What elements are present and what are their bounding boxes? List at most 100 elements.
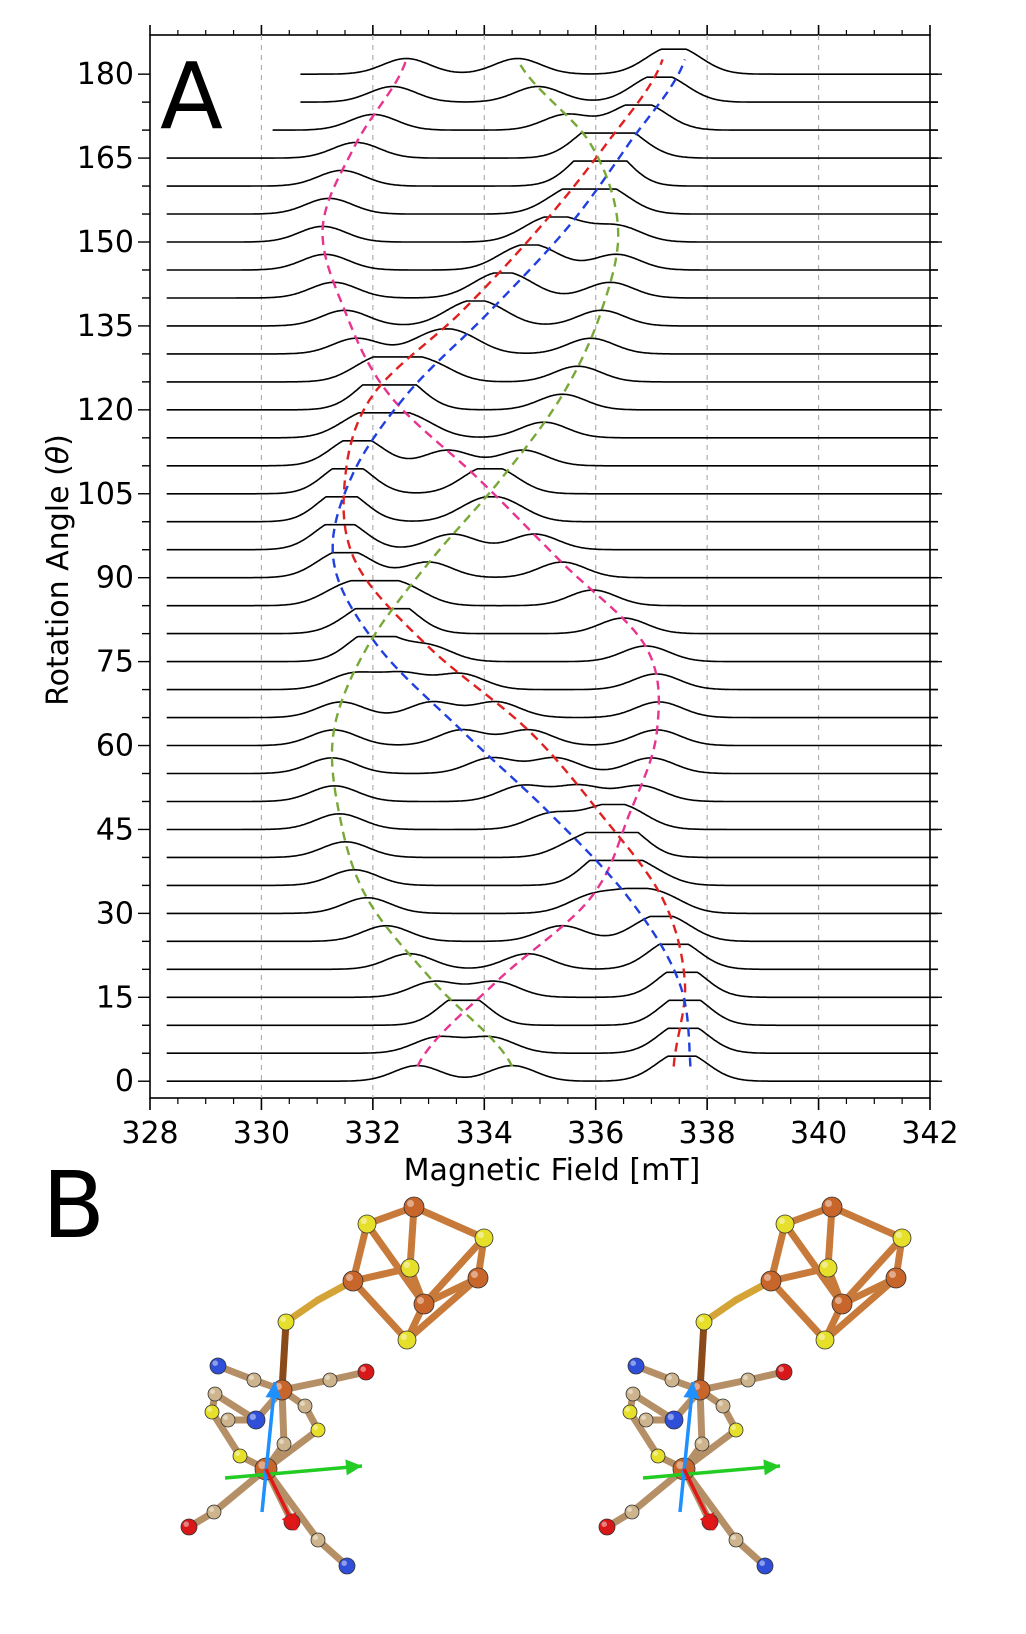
x-axis-label: Magnetic Field [mT] bbox=[404, 1153, 701, 1188]
guide-site-2 bbox=[342, 58, 687, 1067]
z-axis-arrow-head bbox=[265, 1382, 282, 1399]
nitrogen-atom bbox=[246, 1410, 266, 1430]
sulfur-atom-highlight bbox=[360, 1217, 367, 1224]
guide-site-3 bbox=[331, 58, 692, 1067]
sulfur-atom bbox=[622, 1404, 638, 1420]
bond bbox=[767, 1277, 829, 1344]
iron-atom bbox=[831, 1293, 853, 1315]
y-axis-label-text: Rotation Angle ( bbox=[41, 464, 76, 706]
sulfur-atom-highlight bbox=[400, 1333, 407, 1340]
nitrogen-atom bbox=[627, 1357, 645, 1375]
x-axis-arrow bbox=[642, 1464, 781, 1480]
x-axis-arrow bbox=[224, 1464, 363, 1480]
bond bbox=[680, 1465, 740, 1544]
y-axis-arrow-head bbox=[281, 1512, 297, 1530]
oxygen-atom bbox=[775, 1363, 793, 1381]
spectrum-trace-125 bbox=[166, 356, 938, 383]
carbon-atom-highlight bbox=[667, 1375, 672, 1381]
sulfur-atom-highlight bbox=[698, 1316, 704, 1322]
spectrum-trace-20 bbox=[166, 943, 938, 971]
carbon-atom-highlight bbox=[718, 1401, 723, 1407]
x-axis-arrow-head bbox=[763, 1459, 780, 1476]
nitrogen-atom-highlight bbox=[759, 1560, 765, 1566]
sulfur-atom-highlight bbox=[207, 1407, 212, 1413]
nitrogen-atom bbox=[664, 1410, 684, 1430]
sulfur-atom bbox=[357, 1214, 377, 1234]
bond bbox=[262, 1465, 322, 1544]
y-tick-label-165: 165 bbox=[77, 141, 134, 176]
carbon-atom bbox=[638, 1412, 654, 1428]
spectrum-trace-110 bbox=[166, 440, 938, 467]
x-tick-label-332: 332 bbox=[344, 1116, 401, 1151]
spectrum-trace-80 bbox=[166, 607, 938, 635]
panel-a-letter: A bbox=[160, 43, 223, 150]
iron-atom bbox=[821, 1196, 843, 1218]
spectrum-trace-150 bbox=[166, 216, 938, 243]
spectrum-trace-100 bbox=[166, 496, 938, 523]
y-tick-label-45: 45 bbox=[96, 812, 134, 847]
bond bbox=[828, 1203, 906, 1242]
plot-border bbox=[149, 34, 931, 1099]
iron-atom bbox=[413, 1293, 435, 1315]
nitrogen-atom-highlight bbox=[630, 1360, 636, 1366]
panel-b-letter: B bbox=[42, 1152, 105, 1259]
carbon-atom-highlight bbox=[223, 1415, 228, 1421]
sulfur-atom bbox=[400, 1258, 420, 1278]
y-tick-label-60: 60 bbox=[96, 729, 134, 764]
carbon-atom bbox=[715, 1398, 731, 1414]
sulfur-atom bbox=[310, 1422, 326, 1438]
oxygen-atom bbox=[357, 1363, 375, 1381]
x-tick-label-330: 330 bbox=[233, 1116, 290, 1151]
spectrum-trace-45 bbox=[166, 803, 938, 831]
spectrum-trace-120 bbox=[166, 384, 938, 411]
angular-dependence-guides bbox=[321, 58, 692, 1068]
iron-atom bbox=[467, 1267, 489, 1289]
spectrum-trace-95 bbox=[166, 523, 938, 551]
x-tick-label-328: 328 bbox=[121, 1116, 178, 1151]
y-tick-label-105: 105 bbox=[77, 477, 134, 512]
carbon-atom-highlight bbox=[313, 1535, 318, 1541]
spectrum-trace-55 bbox=[166, 756, 938, 775]
x-tick-label-338: 338 bbox=[679, 1116, 736, 1151]
y-tick-label-0: 0 bbox=[115, 1064, 134, 1099]
spectrum-trace-170 bbox=[272, 104, 938, 131]
carbon-atom bbox=[624, 1504, 640, 1520]
carbon-atom-highlight bbox=[627, 1507, 632, 1513]
sulfur-atom-highlight bbox=[477, 1231, 484, 1238]
carbon-atom bbox=[206, 1504, 222, 1520]
molecule-structure-right bbox=[598, 1196, 912, 1575]
carbon-atom-highlight bbox=[210, 1389, 215, 1395]
nitrogen-atom bbox=[756, 1557, 774, 1575]
nitrogen-atom-highlight bbox=[667, 1413, 674, 1420]
nitrogen-atom bbox=[209, 1357, 227, 1375]
sulfur-atom-highlight bbox=[653, 1451, 658, 1457]
x-tick-label-334: 334 bbox=[456, 1116, 513, 1151]
sulfur-atom-highlight bbox=[731, 1425, 736, 1431]
y-tick-label-120: 120 bbox=[77, 393, 134, 428]
spectrum-trace-155 bbox=[166, 188, 938, 215]
carbon-atom bbox=[310, 1532, 326, 1548]
iron-atom-highlight bbox=[889, 1271, 896, 1278]
sulfur-atom-highlight bbox=[895, 1231, 902, 1238]
sulfur-atom bbox=[892, 1228, 912, 1248]
oxygen-atom-highlight bbox=[601, 1521, 607, 1527]
iron-atom bbox=[403, 1196, 425, 1218]
y-axis-label-theta: θ bbox=[41, 446, 76, 464]
spectrum-trace-180 bbox=[300, 48, 938, 75]
z-axis-arrow-head bbox=[683, 1382, 700, 1399]
bond bbox=[696, 1318, 708, 1394]
nitrogen-atom-highlight bbox=[341, 1560, 348, 1566]
nitrogen-atom-highlight bbox=[212, 1360, 218, 1366]
x-tick-label-342: 342 bbox=[901, 1116, 958, 1151]
y-axis-label: Rotation Angle (θ) bbox=[41, 434, 76, 706]
x-tick-label-336: 336 bbox=[567, 1116, 624, 1151]
spectrum-trace-130 bbox=[166, 328, 938, 355]
spectrum-trace-50 bbox=[166, 783, 938, 803]
spectrum-trace-35 bbox=[166, 859, 938, 887]
y-tick-label-90: 90 bbox=[96, 561, 134, 596]
spectrum-trace-105 bbox=[166, 468, 938, 495]
carbon-atom-highlight bbox=[279, 1439, 284, 1445]
grid-lines bbox=[260, 35, 820, 1098]
sulfur-atom-highlight bbox=[235, 1451, 240, 1457]
